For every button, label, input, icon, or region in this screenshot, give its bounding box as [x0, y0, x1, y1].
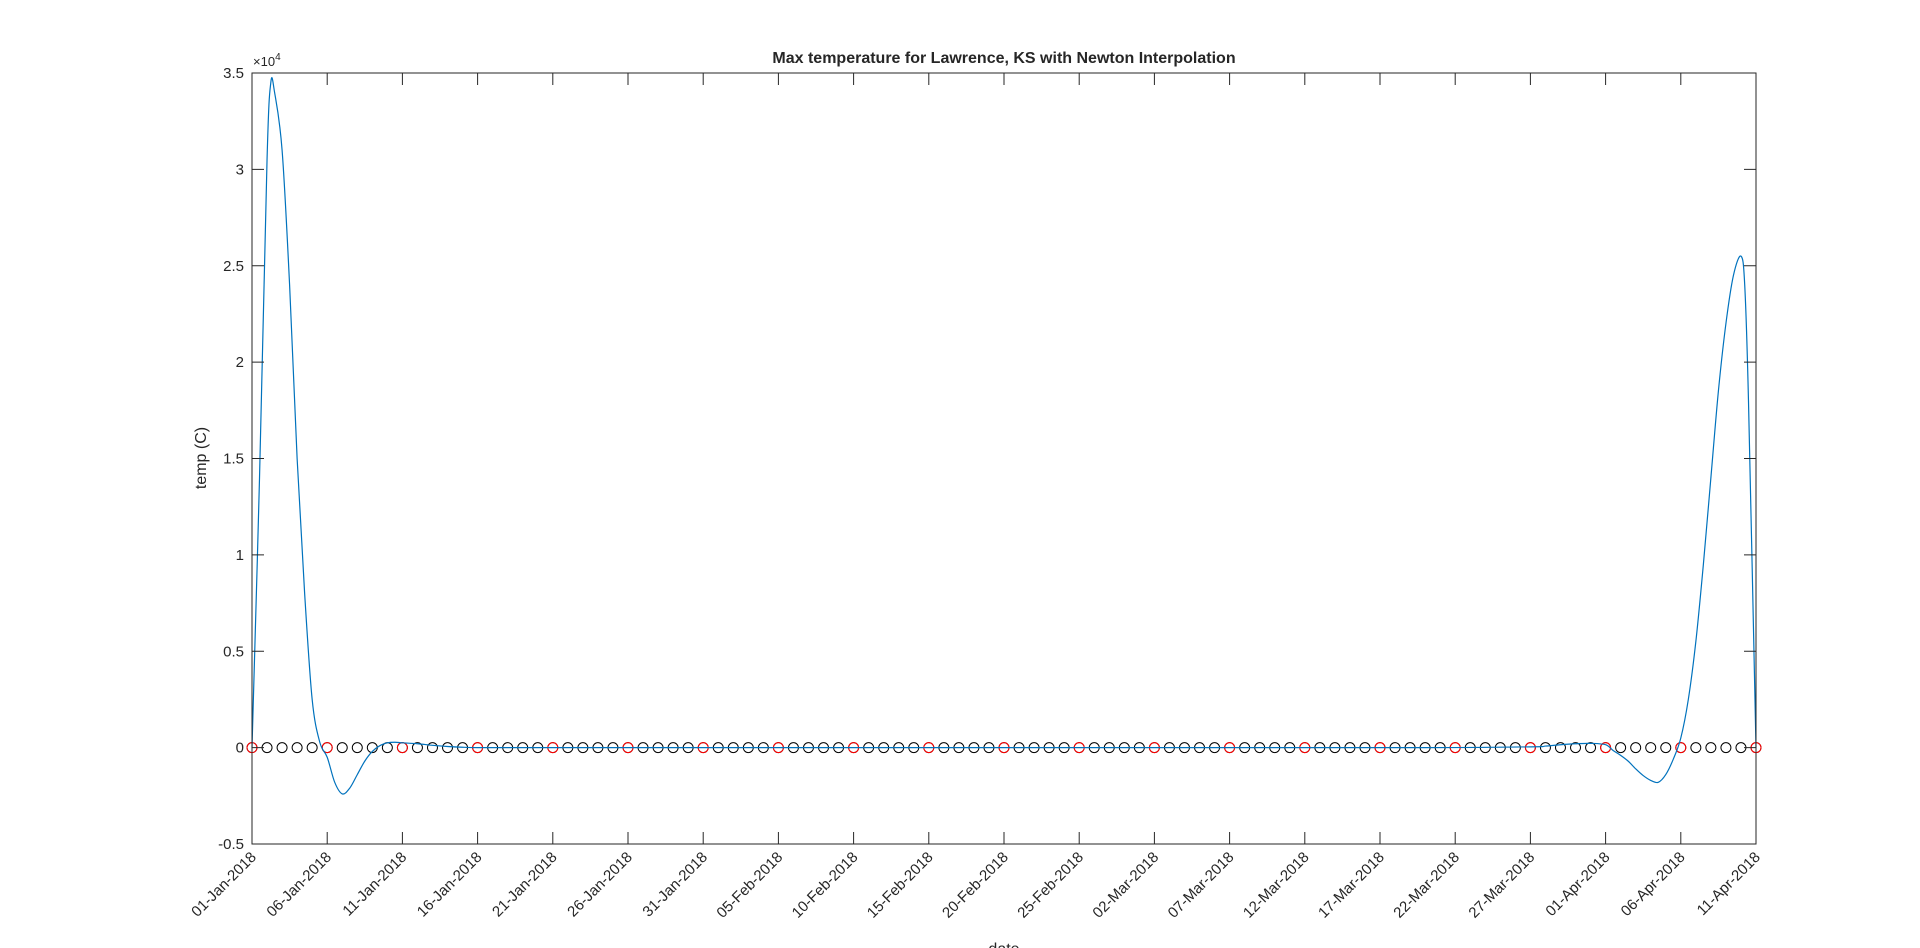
x-axis-label: date — [988, 941, 1019, 948]
plot-area — [252, 73, 1756, 844]
black-data-point — [1554, 742, 1566, 754]
interpolation-line — [251, 77, 1757, 795]
black-data-point — [1539, 742, 1551, 754]
black-data-point — [1645, 742, 1657, 754]
y-exponent-base: ×10 — [253, 54, 275, 69]
black-data-point — [1690, 742, 1702, 754]
y-tick-label: 3.5 — [223, 65, 244, 82]
black-data-point — [1660, 742, 1672, 754]
y-tick-label: 1 — [236, 547, 244, 564]
y-tick-label: 2.5 — [223, 258, 244, 275]
black-data-point — [1615, 742, 1627, 754]
y-tick-label: 2 — [236, 354, 244, 371]
black-data-point — [291, 742, 303, 754]
red-data-point — [1675, 742, 1687, 754]
y-tick-label: 0 — [236, 740, 244, 757]
axes-box — [251, 72, 1757, 845]
black-data-point — [411, 742, 423, 754]
y-axis-label: temp (C) — [193, 427, 210, 489]
black-data-point — [426, 742, 438, 754]
y-exponent-power: 4 — [275, 52, 281, 63]
black-data-point — [276, 742, 288, 754]
black-data-point — [1585, 742, 1597, 754]
black-data-point — [306, 742, 318, 754]
red-data-point — [1524, 742, 1536, 754]
black-data-point — [1705, 742, 1717, 754]
y-tick-label: 0.5 — [223, 643, 244, 660]
y-tick-label: -0.5 — [218, 836, 244, 853]
y-tick-label: 1.5 — [223, 451, 244, 468]
y-tick-label: 3 — [236, 161, 244, 178]
black-data-point — [1630, 742, 1642, 754]
black-data-point — [442, 742, 454, 754]
black-data-point — [1570, 742, 1582, 754]
y-exponent-label: ×104 — [253, 52, 281, 69]
black-data-point — [1720, 742, 1732, 754]
black-data-point — [351, 742, 363, 754]
series-layer — [246, 77, 1762, 795]
chart-title: Max temperature for Lawrence, KS with Ne… — [772, 50, 1235, 67]
black-data-point — [336, 742, 348, 754]
